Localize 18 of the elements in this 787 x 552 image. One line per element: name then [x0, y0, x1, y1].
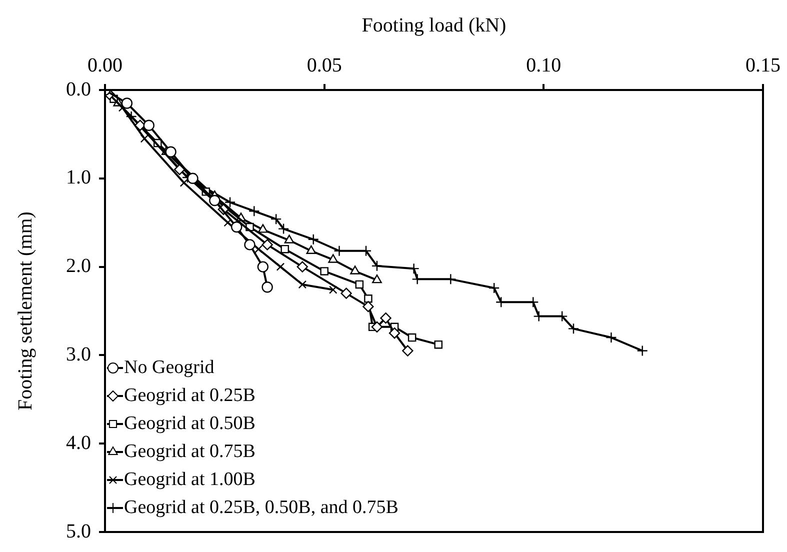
legend-label: Geogrid at 0.25B, 0.50B, and 0.75B [124, 496, 398, 518]
x-axis-title: Footing load (kN) [362, 14, 506, 36]
x-tick-label: 0.10 [526, 54, 562, 76]
legend-label: Geogrid at 0.25B [124, 384, 256, 406]
x-tick-label: 0.05 [306, 54, 342, 76]
legend-label: Geogrid at 0.75B [124, 440, 256, 462]
x-tick-label: 0.15 [746, 54, 780, 76]
y-tick-label: 0.0 [66, 78, 91, 100]
y-tick-label: 4.0 [66, 432, 91, 454]
y-tick-label: 3.0 [66, 343, 91, 366]
legend-label: Geogrid at 1.00B [124, 468, 256, 490]
y-tick-label: 5.0 [66, 520, 91, 542]
legend-label: Geogrid at 0.50B [124, 412, 256, 434]
y-tick-label: 1.0 [66, 166, 91, 189]
x-tick-label: 0.00 [88, 54, 122, 76]
y-axis-title: Footing settlement (mm) [14, 212, 36, 410]
y-tick-label: 2.0 [66, 255, 91, 278]
legend-label: No Geogrid [124, 356, 215, 378]
